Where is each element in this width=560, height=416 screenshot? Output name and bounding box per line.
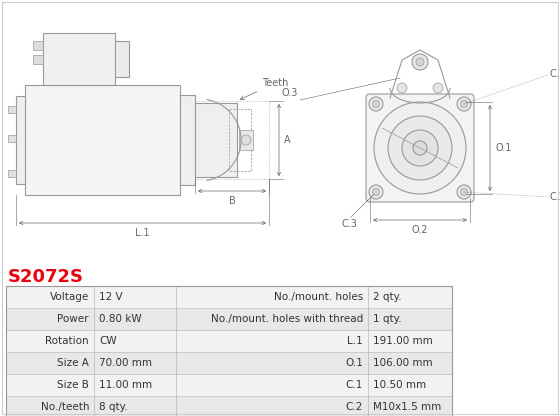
Circle shape	[372, 101, 380, 107]
Circle shape	[412, 54, 428, 70]
Bar	[33, 55, 43, 64]
Text: C.2: C.2	[549, 192, 560, 202]
Text: C.1: C.1	[549, 69, 560, 79]
Text: O.3: O.3	[282, 88, 298, 98]
Bar	[180, 95, 195, 185]
Text: 106.00 mm: 106.00 mm	[373, 358, 433, 368]
Text: Power: Power	[58, 314, 89, 324]
Bar	[6, 396, 452, 416]
Bar	[195, 103, 237, 177]
Text: Voltage: Voltage	[50, 292, 89, 302]
Bar	[6, 374, 452, 396]
Circle shape	[374, 102, 466, 194]
Text: Size B: Size B	[57, 380, 89, 390]
Circle shape	[388, 116, 452, 180]
Bar	[6, 286, 452, 308]
Text: L.1: L.1	[347, 336, 363, 346]
Circle shape	[402, 130, 438, 166]
Text: O.1: O.1	[495, 143, 511, 153]
Bar	[8, 170, 16, 177]
Text: Rotation: Rotation	[45, 336, 89, 346]
Text: 10.50 mm: 10.50 mm	[373, 380, 426, 390]
Text: B: B	[228, 196, 235, 206]
Text: No./mount. holes: No./mount. holes	[274, 292, 363, 302]
Circle shape	[369, 185, 383, 199]
Circle shape	[460, 188, 468, 196]
Text: M10x1.5 mm: M10x1.5 mm	[373, 402, 441, 412]
Bar	[33, 41, 43, 50]
Circle shape	[413, 141, 427, 155]
Text: No./teeth: No./teeth	[40, 402, 89, 412]
Text: C.3: C.3	[341, 219, 357, 229]
Text: C.2: C.2	[346, 402, 363, 412]
Circle shape	[369, 97, 383, 111]
Text: 191.00 mm: 191.00 mm	[373, 336, 433, 346]
Bar	[229, 109, 251, 171]
Bar	[6, 286, 452, 416]
Text: Size A: Size A	[57, 358, 89, 368]
Circle shape	[460, 101, 468, 107]
Bar	[239, 130, 253, 150]
Circle shape	[372, 188, 380, 196]
Bar	[115, 41, 129, 77]
Text: L.1: L.1	[135, 228, 150, 238]
Text: A: A	[284, 135, 291, 145]
Text: No./mount. holes with thread: No./mount. holes with thread	[211, 314, 363, 324]
Text: 11.00 mm: 11.00 mm	[99, 380, 152, 390]
Bar	[195, 101, 269, 179]
Circle shape	[433, 83, 443, 93]
Text: 1 qty.: 1 qty.	[373, 314, 402, 324]
Circle shape	[241, 135, 251, 145]
Bar	[25, 85, 180, 195]
Text: C.1: C.1	[346, 380, 363, 390]
Text: 2 qty.: 2 qty.	[373, 292, 402, 302]
Circle shape	[457, 185, 471, 199]
Bar	[6, 308, 452, 330]
Text: O.1: O.1	[345, 358, 363, 368]
Text: Teeth: Teeth	[240, 78, 288, 99]
Bar	[6, 352, 452, 374]
Text: O.2: O.2	[412, 225, 428, 235]
Bar	[8, 106, 16, 113]
Bar	[8, 135, 16, 142]
Text: 12 V: 12 V	[99, 292, 123, 302]
Circle shape	[397, 83, 407, 93]
Bar	[43, 33, 115, 85]
Bar	[6, 330, 452, 352]
Circle shape	[416, 58, 424, 66]
Text: CW: CW	[99, 336, 116, 346]
Circle shape	[457, 97, 471, 111]
Bar	[16, 96, 25, 184]
Text: S2072S: S2072S	[8, 268, 84, 286]
Text: 8 qty.: 8 qty.	[99, 402, 128, 412]
Text: 0.80 kW: 0.80 kW	[99, 314, 142, 324]
Text: 70.00 mm: 70.00 mm	[99, 358, 152, 368]
FancyBboxPatch shape	[366, 94, 474, 202]
